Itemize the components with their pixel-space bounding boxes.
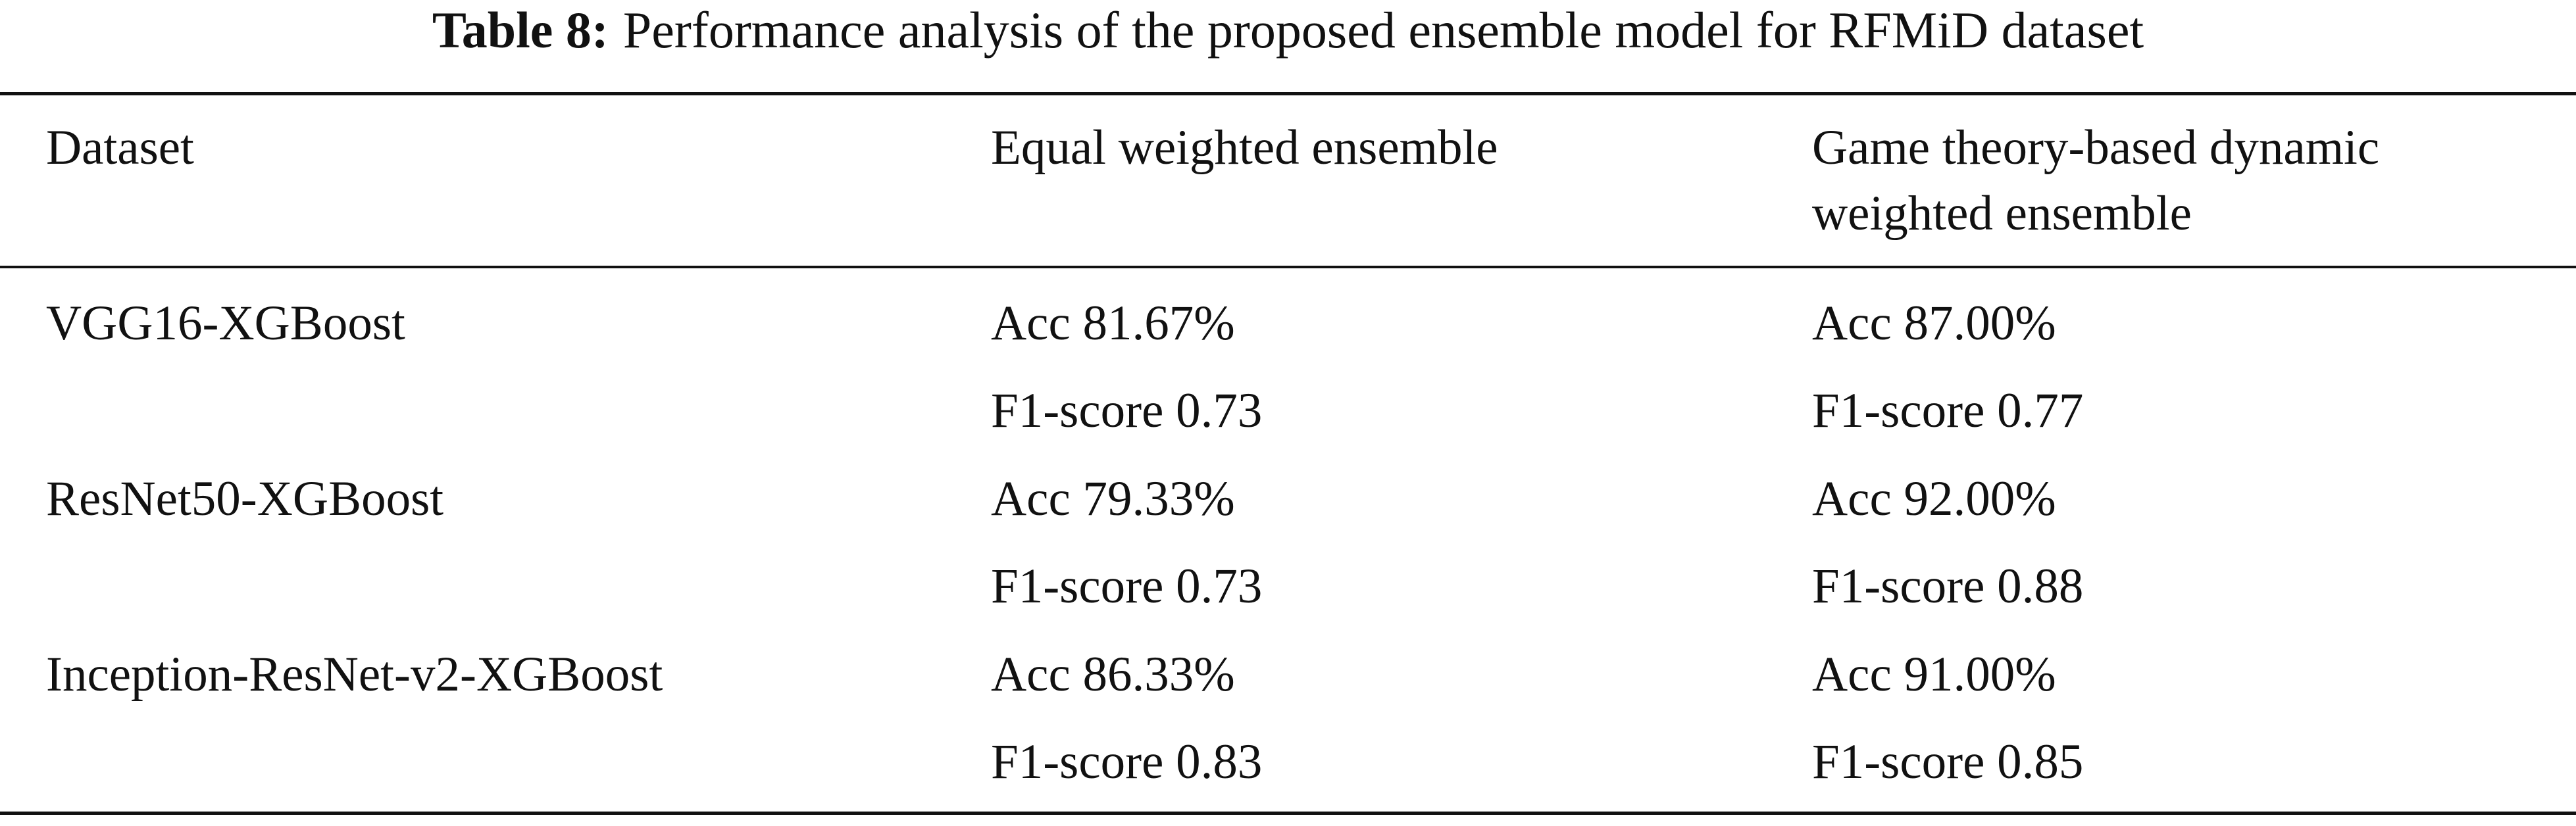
table-caption: Performance analysis of the proposed ens… xyxy=(622,1,2144,59)
header-cell: Equal weighted ensemble xyxy=(991,120,1498,175)
header-cell: Dataset xyxy=(46,120,194,175)
dataset-cell: VGG16-XGBoost xyxy=(46,296,405,351)
dataset-cell: ResNet50-XGBoost xyxy=(46,471,444,526)
metric-cell: F1-score 0.83 xyxy=(991,735,1263,789)
table-title: Table 8: Performance analysis of the prop… xyxy=(0,0,2576,61)
table-label: Table 8: xyxy=(432,1,609,59)
metric-cell: F1-score 0.73 xyxy=(991,383,1263,439)
bottom-rule xyxy=(0,812,2576,815)
metric-cell: Acc 86.33% xyxy=(991,646,1235,702)
metric-cell: Acc 87.00% xyxy=(1812,296,2056,351)
dataset-cell: Inception-ResNet-v2-XGBoost xyxy=(46,646,663,702)
metric-cell: F1-score 0.88 xyxy=(1812,559,2084,614)
metric-cell: F1-score 0.85 xyxy=(1812,735,2084,789)
header-cell: Game theory-based dynamic weighted ensem… xyxy=(1812,120,2380,241)
metric-cell: F1-score 0.73 xyxy=(991,559,1263,614)
metric-cell: Acc 81.67% xyxy=(991,296,1235,351)
metric-cell: F1-score 0.77 xyxy=(1812,383,2084,439)
metric-cell: Acc 91.00% xyxy=(1812,646,2056,702)
metric-cell: Acc 79.33% xyxy=(991,471,1235,526)
metric-cell: Acc 92.00% xyxy=(1812,471,2056,526)
header-rule xyxy=(0,266,2576,268)
top-rule xyxy=(0,92,2576,95)
